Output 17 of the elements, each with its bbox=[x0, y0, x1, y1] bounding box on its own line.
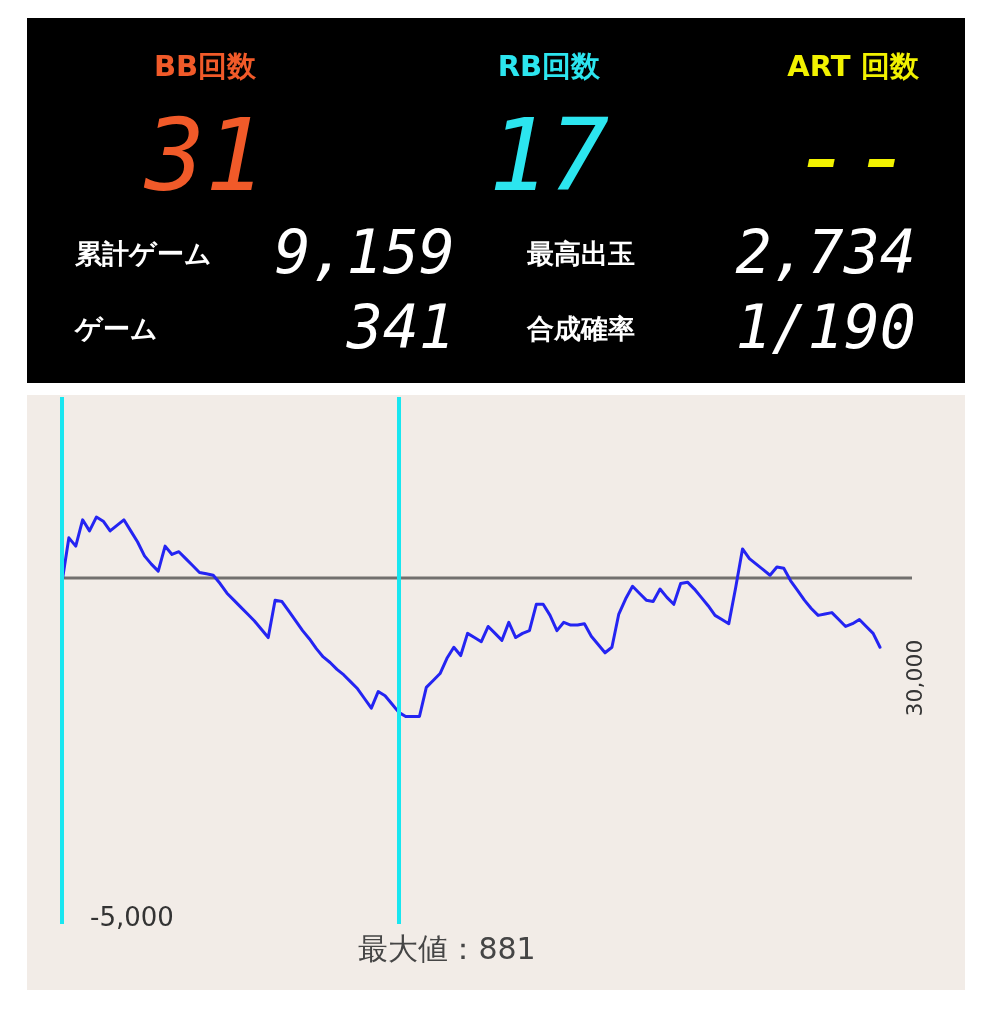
category-label: 最高出玉 bbox=[526, 238, 635, 269]
category-label: ゲーム bbox=[74, 313, 158, 344]
category-label: RB回数 bbox=[497, 49, 602, 83]
text: -5,000 bbox=[90, 902, 174, 932]
text: 341 bbox=[346, 292, 455, 362]
text: 2,734 bbox=[735, 217, 916, 287]
text: 最大値：881 bbox=[358, 931, 536, 966]
text: 9,159 bbox=[274, 217, 455, 287]
category-label: BB回数 bbox=[153, 49, 258, 83]
category-label: ART 回数 bbox=[787, 49, 920, 83]
category-label: 合成確率 bbox=[526, 313, 635, 344]
category-label: 累計ゲーム bbox=[74, 238, 212, 269]
text: -- bbox=[792, 97, 914, 214]
text: 1/190 bbox=[735, 292, 916, 362]
text: 31 bbox=[144, 97, 266, 214]
text: 30,000 bbox=[902, 639, 927, 717]
text: 17 bbox=[488, 97, 610, 214]
